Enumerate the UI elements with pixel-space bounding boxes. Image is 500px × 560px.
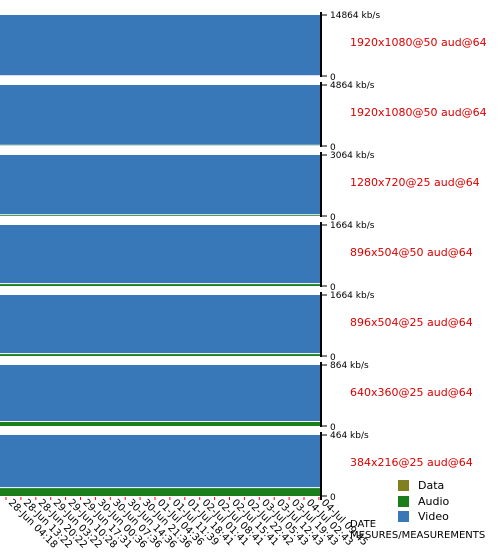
y-max-label: 464 kb/s <box>330 431 369 441</box>
area-audio <box>0 214 320 216</box>
legend-label-video: Video <box>418 510 449 524</box>
area-audio <box>0 421 320 426</box>
area-video <box>0 365 320 422</box>
area-video <box>0 85 320 146</box>
area-video <box>0 295 320 354</box>
y-zero-label: 0 <box>330 143 336 153</box>
y-max-label: 14864 kb/s <box>330 11 380 21</box>
legend-item-audio: Audio <box>398 494 449 510</box>
y-max-label: 3064 kb/s <box>330 151 375 161</box>
y-zero-label: 0 <box>330 423 336 433</box>
legend-swatch-audio <box>398 495 409 507</box>
area-video <box>0 155 320 215</box>
legend-label-audio: Audio <box>418 494 450 508</box>
x-axis-title-line2: MESURES/MEASUREMENTS <box>350 530 486 541</box>
y-max-label: 1664 kb/s <box>330 291 375 301</box>
profile-label: 384x216@25 aud@64 <box>350 456 473 469</box>
legend-item-video: Video <box>398 509 449 525</box>
y-zero-label: 0 <box>330 353 336 363</box>
profile-label: 640x360@25 aud@64 <box>350 386 473 399</box>
y-max-label: 4864 kb/s <box>330 81 375 91</box>
y-max-label: 1664 kb/s <box>330 221 375 231</box>
profile-label: 1280x720@25 aud@64 <box>350 176 480 189</box>
y-zero-label: 0 <box>330 283 336 293</box>
profile-label: 1920x1080@50 aud@64 <box>350 106 487 119</box>
y-max-label: 864 kb/s <box>330 361 369 371</box>
y-zero-label: 0 <box>330 73 336 83</box>
area-video <box>0 225 320 284</box>
area-video <box>0 435 320 488</box>
legend: Data Audio Video <box>398 478 449 525</box>
legend-swatch-video <box>398 511 409 523</box>
profile-label: 896x504@25 aud@64 <box>350 316 473 329</box>
area-video <box>0 15 320 76</box>
legend-swatch-data <box>398 480 409 492</box>
y-zero-label: 0 <box>330 213 336 223</box>
profile-label: 1920x1080@50 aud@64 <box>350 36 487 49</box>
area-audio <box>0 487 320 496</box>
y-zero-label: 0 <box>330 493 336 503</box>
x-axis-title: DATE MESURES/MEASUREMENTS <box>350 519 485 541</box>
legend-item-data: Data <box>398 478 449 494</box>
profile-label: 896x504@50 aud@64 <box>350 246 473 259</box>
area-audio <box>0 283 320 286</box>
legend-label-data: Data <box>418 479 445 493</box>
area-audio <box>0 353 320 356</box>
x-axis-title-line1: DATE <box>350 519 377 530</box>
